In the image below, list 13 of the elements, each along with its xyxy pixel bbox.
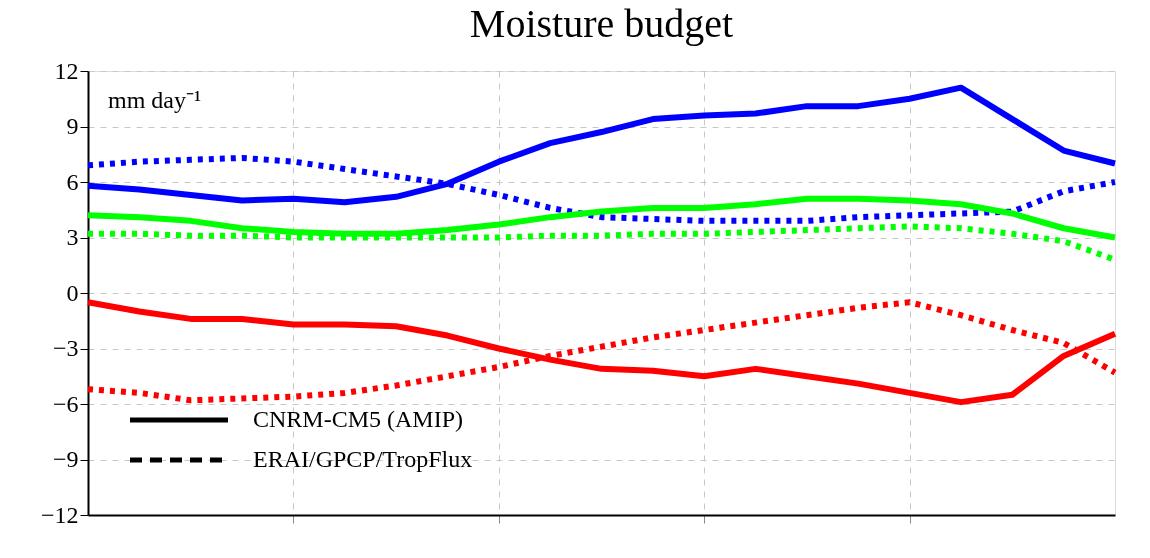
annotation: CNRM-CM5 (AMIP) <box>253 406 464 432</box>
y-tick-label: −12 <box>40 501 79 528</box>
chart-title: Moisture budget <box>469 1 734 46</box>
y-tick-label: 0 <box>66 279 79 306</box>
annotation: ERAI/GPCP/TropFlux <box>253 446 473 472</box>
y-tick-label: 3 <box>66 224 79 250</box>
y-tick-label: −3 <box>52 335 79 361</box>
annotation: mm day⁻¹ <box>108 87 202 113</box>
y-tick-label: 9 <box>66 113 79 139</box>
y-tick-label: −6 <box>52 390 79 417</box>
y-tick-label: 6 <box>66 168 79 195</box>
y-tick-label: −9 <box>52 446 79 472</box>
y-tick-label: 12 <box>54 57 79 84</box>
